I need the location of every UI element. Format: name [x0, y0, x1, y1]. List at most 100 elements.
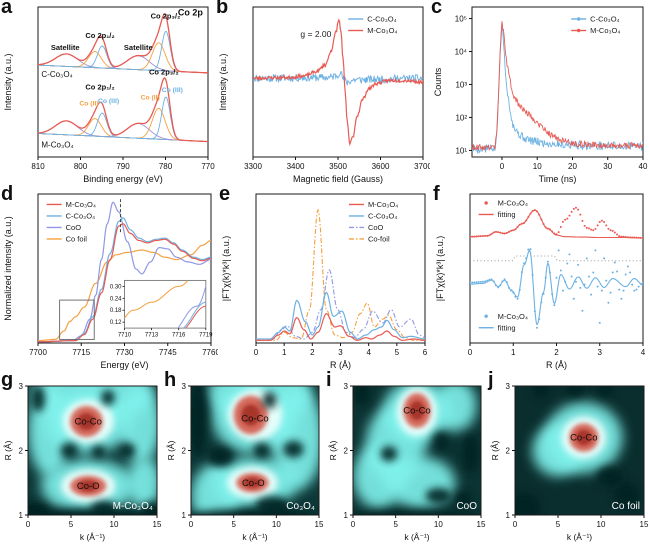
svg-text:7716: 7716 — [172, 333, 186, 339]
svg-text:10⁵: 10⁵ — [455, 15, 467, 24]
svg-text:800: 800 — [74, 162, 88, 171]
svg-text:1: 1 — [344, 511, 349, 520]
panel-letter-d: d — [1, 183, 14, 205]
svg-text:2: 2 — [344, 447, 349, 456]
svg-text:C-Co₃O₄: C-Co₃O₄ — [66, 212, 95, 221]
svg-text:Intensity (a.u.): Intensity (a.u.) — [218, 53, 228, 110]
svg-text:k (Å⁻¹): k (Å⁻¹) — [567, 532, 592, 542]
svg-text:Co foil: Co foil — [66, 235, 88, 244]
panel-letter-a: a — [1, 0, 13, 18]
svg-text:0: 0 — [513, 520, 518, 529]
svg-text:7700: 7700 — [29, 348, 47, 357]
panel-g: g Co-Co Co-O M-Co₃O₄ 0 5 10 15 1 2 3 k (Å⁻¹) R (Å) — [0, 369, 163, 545]
svg-text:0: 0 — [500, 162, 505, 171]
svg-text:3: 3 — [598, 348, 603, 357]
svg-text:0: 0 — [26, 520, 31, 529]
svg-text:k (Å⁻¹): k (Å⁻¹) — [242, 532, 267, 542]
panel-i: i Co-Co CoO 0 5 10 15 1 2 3 k (Å⁻¹) R (Å) — [325, 369, 487, 545]
svg-text:5: 5 — [69, 520, 74, 529]
svg-text:3: 3 — [338, 348, 343, 357]
svg-text:7710: 7710 — [118, 333, 132, 339]
svg-text:0.30: 0.30 — [110, 284, 122, 290]
svg-text:1: 1 — [182, 511, 187, 520]
svg-text:M-Co₃O₄: M-Co₃O₄ — [66, 200, 96, 209]
svg-text:15: 15 — [315, 520, 324, 529]
svg-text:Energy (eV): Energy (eV) — [100, 360, 148, 370]
svg-text:Counts: Counts — [433, 67, 443, 96]
svg-text:2: 2 — [554, 348, 559, 357]
svg-text:CoO: CoO — [456, 501, 477, 512]
svg-text:Intensity (a.u.): Intensity (a.u.) — [3, 53, 13, 110]
svg-text:3400: 3400 — [287, 162, 305, 171]
svg-text:1: 1 — [511, 348, 516, 357]
svg-text:Time (ns): Time (ns) — [539, 174, 577, 184]
svg-text:C-Co₃O₄: C-Co₃O₄ — [590, 15, 619, 24]
svg-text:7719: 7719 — [199, 333, 213, 339]
svg-text:Co 2p₃/₂: Co 2p₃/₂ — [149, 68, 179, 77]
panel-f-chart: 0 1 2 3 4 R (Å) |FTχ(k)*k³| (a.u.) M-Co₃O₄ fitti… — [435, 193, 646, 370]
svg-text:M-Co₃O₄: M-Co₃O₄ — [368, 200, 398, 209]
svg-text:M-Co₃O₄: M-Co₃O₄ — [41, 140, 73, 149]
panel-b-chart: 3300 3400 3500 3600 3700 Magnetic field (Gaus… — [218, 6, 430, 184]
svg-text:1: 1 — [19, 511, 24, 520]
svg-text:3: 3 — [344, 382, 349, 391]
svg-text:0: 0 — [254, 348, 259, 357]
svg-text:780: 780 — [159, 162, 173, 171]
svg-text:7715: 7715 — [72, 348, 90, 357]
svg-text:Co-foil: Co-foil — [368, 235, 390, 244]
svg-text:3700: 3700 — [414, 162, 430, 171]
svg-text:10²: 10² — [455, 113, 467, 122]
svg-text:770: 770 — [201, 162, 215, 171]
svg-text:0: 0 — [351, 520, 356, 529]
svg-text:R (Å): R (Å) — [490, 440, 500, 460]
svg-text:10: 10 — [597, 520, 606, 529]
svg-text:Co-O: Co-O — [77, 481, 100, 492]
panel-letter-e: e — [219, 183, 231, 205]
svg-text:0: 0 — [189, 520, 194, 529]
svg-text:C-Co₃O₄: C-Co₃O₄ — [367, 15, 396, 24]
svg-text:10¹: 10¹ — [455, 146, 467, 155]
svg-text:Binding energy (eV): Binding energy (eV) — [83, 174, 163, 184]
panel-e: e 0 1 2 3 4 5 6 R (Å) |FTχ(k)*k³| (a.u.) M-Co₃O₄ C… — [218, 183, 432, 373]
svg-text:4: 4 — [366, 348, 371, 357]
panel-b: b 3300 3400 3500 3600 3700 Magnetic field (Ga… — [215, 0, 430, 187]
svg-text:2: 2 — [182, 447, 187, 456]
panel-g-chart: Co-Co Co-O M-Co₃O₄ 0 5 10 15 1 2 3 k (Å⁻¹) R (Å) — [3, 382, 162, 542]
svg-text:Co (II): Co (II) — [141, 94, 160, 101]
svg-text:Co-O: Co-O — [242, 478, 265, 489]
svg-text:3: 3 — [506, 382, 511, 391]
svg-text:5: 5 — [556, 520, 561, 529]
svg-text:Co 2p₁/₂: Co 2p₁/₂ — [85, 31, 114, 40]
svg-text:4: 4 — [641, 348, 646, 357]
svg-text:M-Co₃O₄: M-Co₃O₄ — [590, 26, 620, 35]
svg-text:Satellite: Satellite — [124, 43, 153, 52]
panel-h-chart: Co-Co Co-O Co₃O₄ 0 5 10 15 1 2 3 k (Å⁻¹) R (Å) — [166, 382, 324, 542]
panel-h: h Co-Co Co-O Co₃O₄ 0 5 10 15 1 2 3 k (Å⁻¹) R (Å) — [163, 369, 325, 545]
svg-text:10⁴: 10⁴ — [455, 48, 468, 57]
panel-j-chart: Co-Co Co foil 0 5 10 15 1 2 3 k (Å⁻¹) R (Å) — [490, 382, 649, 542]
svg-text:3300: 3300 — [244, 162, 262, 171]
svg-text:7760: 7760 — [202, 348, 218, 357]
svg-text:790: 790 — [116, 162, 130, 171]
panel-c-chart: 0 10 20 30 40 10¹ 10² 10³ 10⁴ 10⁵ Time (ns) Counts C… — [433, 6, 648, 184]
svg-text:R (Å): R (Å) — [166, 440, 176, 460]
svg-text:1: 1 — [506, 511, 511, 520]
svg-text:Magnetic field (Gauss): Magnetic field (Gauss) — [293, 174, 383, 184]
svg-text:3600: 3600 — [372, 162, 390, 171]
svg-text:7713: 7713 — [145, 333, 159, 339]
svg-text:Co (III): Co (III) — [162, 87, 183, 94]
svg-text:M-Co₃O₄: M-Co₃O₄ — [113, 501, 153, 512]
svg-text:0.24: 0.24 — [110, 296, 122, 302]
svg-text:Co₃O₄: Co₃O₄ — [286, 501, 315, 512]
svg-text:10: 10 — [434, 520, 443, 529]
svg-text:Co (III): Co (III) — [98, 98, 119, 105]
svg-text:Normalized intensity (a.u.): Normalized intensity (a.u.) — [3, 216, 13, 321]
panel-j: j Co-Co Co foil 0 5 10 15 1 2 3 k (Å⁻¹) R (Å) — [487, 369, 650, 545]
svg-text:5: 5 — [393, 520, 398, 529]
svg-text:|FTχ(k)*k³| (a.u.): |FTχ(k)*k³| (a.u.) — [435, 236, 445, 301]
svg-text:M-Co₃O₄: M-Co₃O₄ — [367, 26, 397, 35]
svg-text:2: 2 — [19, 447, 24, 456]
panel-e-chart: 0 1 2 3 4 5 6 R (Å) |FTχ(k)*k³| (a.u.) M-Co₃O₄ C-C… — [221, 193, 428, 370]
svg-text:C-Co₃O₄: C-Co₃O₄ — [368, 212, 397, 221]
panel-letter-h: h — [164, 369, 177, 391]
